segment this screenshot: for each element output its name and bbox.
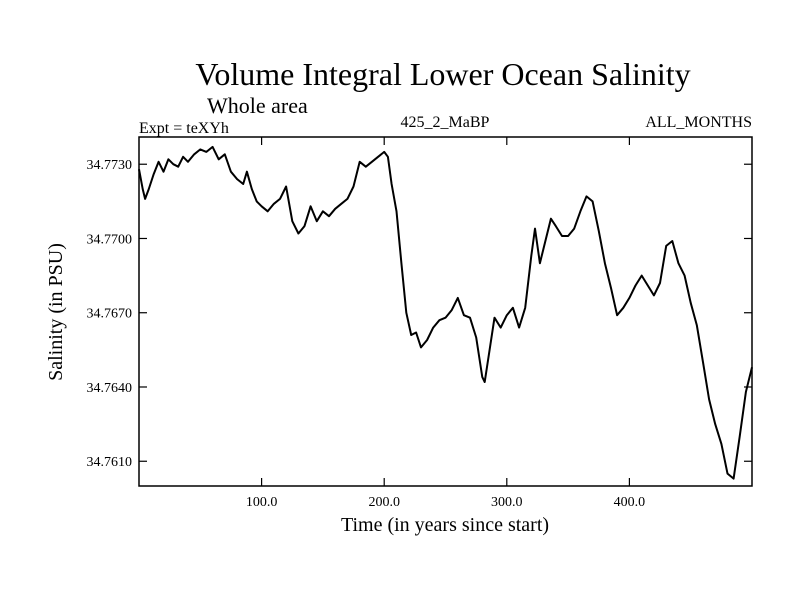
x-tick-label: 300.0 — [491, 495, 523, 510]
series-line-salinity — [138, 145, 753, 480]
y-axis-ticks: 34.7610 34.7640 34.7670 34.7700 34.7730 — [87, 158, 752, 470]
y-tick-label: 34.7610 — [87, 455, 133, 470]
y-tick-label: 34.7670 — [87, 307, 133, 322]
annotation-left: Expt = teXYh — [139, 120, 229, 137]
annotation-center: 425_2_MaBP — [401, 114, 490, 131]
x-axis-label: Time (in years since start) — [341, 514, 549, 536]
y-tick-label: 34.7730 — [87, 158, 133, 173]
series-layer — [138, 145, 753, 480]
y-tick-label: 34.7700 — [87, 232, 133, 247]
chart-subtitle: Whole area — [207, 93, 308, 118]
x-tick-label: 100.0 — [246, 495, 278, 510]
x-axis-ticks: 100.0 200.0 300.0 400.0 — [246, 137, 645, 510]
y-axis-label: Salinity (in PSU) — [45, 243, 67, 381]
x-tick-label: 400.0 — [614, 495, 646, 510]
chart-title: Volume Integral Lower Ocean Salinity — [195, 56, 690, 92]
x-tick-label: 200.0 — [368, 495, 400, 510]
y-tick-label: 34.7640 — [87, 381, 133, 396]
annotation-right: ALL_MONTHS — [645, 114, 752, 131]
plot-frame — [138, 136, 753, 487]
